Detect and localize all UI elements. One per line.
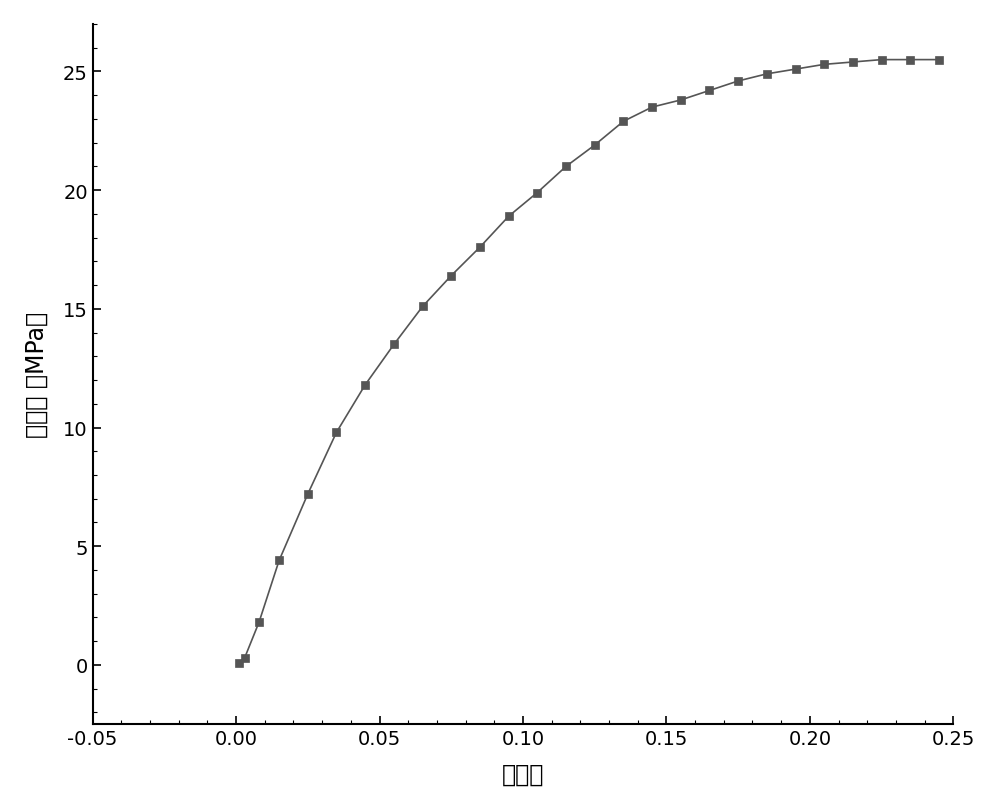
X-axis label: 真应变: 真应变	[502, 762, 544, 786]
Y-axis label: 真应力 （MPa）: 真应力 （MPa）	[25, 311, 49, 438]
